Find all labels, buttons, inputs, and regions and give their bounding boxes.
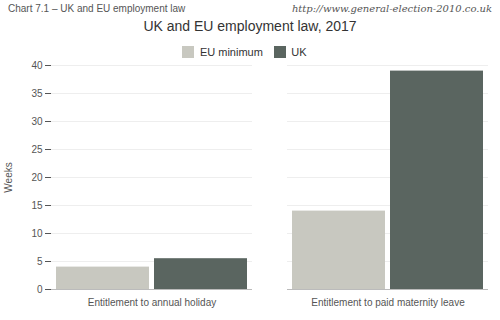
svg-text:30: 30 [31, 116, 43, 127]
html-text:EU minimum: EU minimum [199, 45, 263, 58]
html-text:Chart 7.1 – UK and EU employme: Chart 7.1 – UK and EU employment law [8, 3, 186, 14]
svg-text:0: 0 [37, 284, 43, 295]
html-text:UK: UK [291, 45, 307, 58]
html-text:http://www.general-election-20: http://www.general-election-2010.co.uk [291, 3, 492, 14]
svg-text:25: 25 [31, 144, 43, 155]
svg-text:Weeks: Weeks [3, 162, 14, 192]
svg-text:10: 10 [31, 228, 43, 239]
svg-text:5: 5 [37, 256, 43, 267]
html-text:UK and EU employment law, 2017: UK and EU employment law, 2017 [143, 18, 357, 34]
svg-text:20: 20 [31, 172, 43, 183]
svg-text:40: 40 [31, 60, 43, 71]
svg-text:Entitlement to annual holiday: Entitlement to annual holiday [88, 297, 216, 308]
svg-text:Entitlement to paid maternity: Entitlement to paid maternity leave [311, 297, 465, 308]
svg-text:35: 35 [31, 88, 43, 99]
svg-text:15: 15 [31, 200, 43, 211]
